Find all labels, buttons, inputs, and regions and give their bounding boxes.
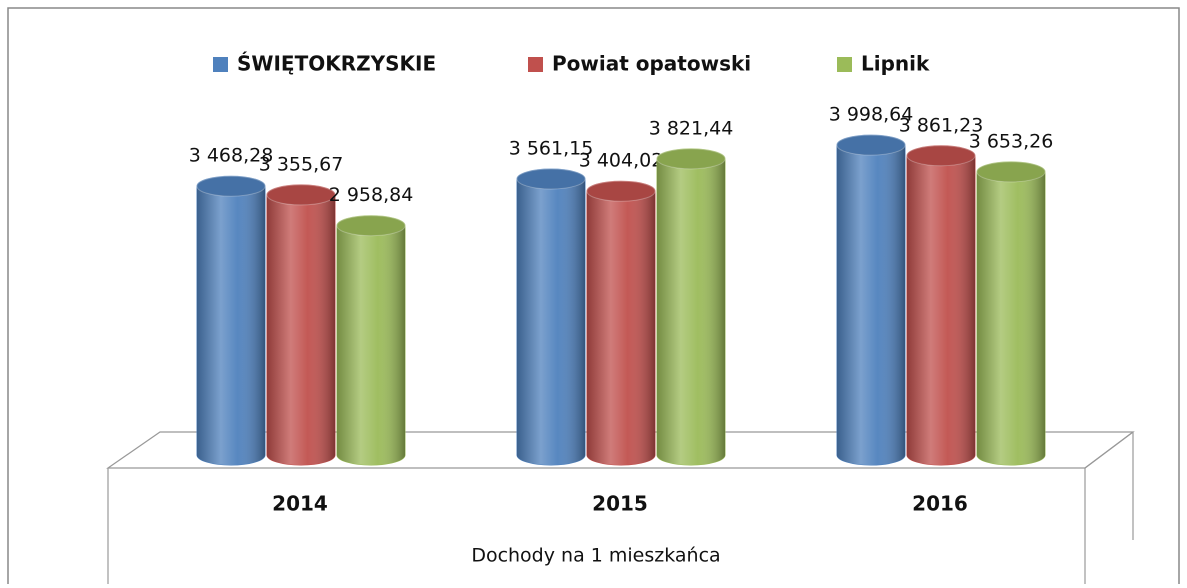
bar-top [976, 161, 1046, 183]
bar-top-shade [517, 169, 585, 190]
x-axis-title: Dochody na 1 mieszkańca [471, 545, 720, 567]
data-label: 3 821,44 [649, 117, 734, 139]
data-label: 3 404,02 [579, 150, 664, 172]
data-label: 3 355,67 [259, 153, 344, 175]
legend-swatch [837, 57, 852, 72]
bar-top-shade [977, 161, 1045, 182]
bar-top-shade [587, 181, 655, 202]
x-tick-label: 2015 [592, 492, 648, 516]
legend-swatch [528, 57, 543, 72]
bar-shading [657, 148, 725, 466]
bar-top [656, 148, 726, 170]
legend-label: Powiat opatowski [552, 52, 751, 76]
bar-top [586, 180, 656, 202]
bar-shading [197, 176, 265, 465]
data-label: 2 958,84 [329, 184, 414, 206]
bar-top [336, 215, 406, 237]
bar-top-shade [907, 145, 975, 166]
bar-shading [267, 184, 335, 465]
bar-shading [587, 181, 655, 465]
bar-top [906, 145, 976, 167]
bar-shading [977, 161, 1045, 465]
floor-edge [1084, 431, 1134, 469]
bar-top-shade [657, 148, 725, 169]
bar-shading [837, 135, 905, 465]
bar-top-shade [337, 215, 405, 236]
legend-label: Lipnik [861, 52, 930, 76]
legend-swatch [213, 57, 228, 72]
x-tick-label: 2014 [272, 492, 328, 516]
bar-top-shade [197, 176, 265, 197]
data-label: 3 861,23 [899, 114, 984, 136]
data-label: 3 468,28 [189, 145, 274, 167]
data-label: 3 653,26 [969, 130, 1054, 152]
bar-shading [517, 169, 585, 465]
bar-top [836, 134, 906, 156]
bar-top-shade [837, 135, 905, 156]
data-label: 3 998,64 [829, 104, 914, 126]
bar-shading [907, 145, 975, 465]
bar-top [266, 184, 336, 206]
data-label: 3 561,15 [509, 138, 594, 160]
bar-top-shade [267, 184, 335, 205]
bar-top [516, 168, 586, 190]
x-tick-label: 2016 [912, 492, 968, 516]
bar-top [196, 175, 266, 197]
legend-label: ŚWIĘTOKRZYSKIE [237, 52, 436, 76]
bar-shading [337, 215, 405, 465]
